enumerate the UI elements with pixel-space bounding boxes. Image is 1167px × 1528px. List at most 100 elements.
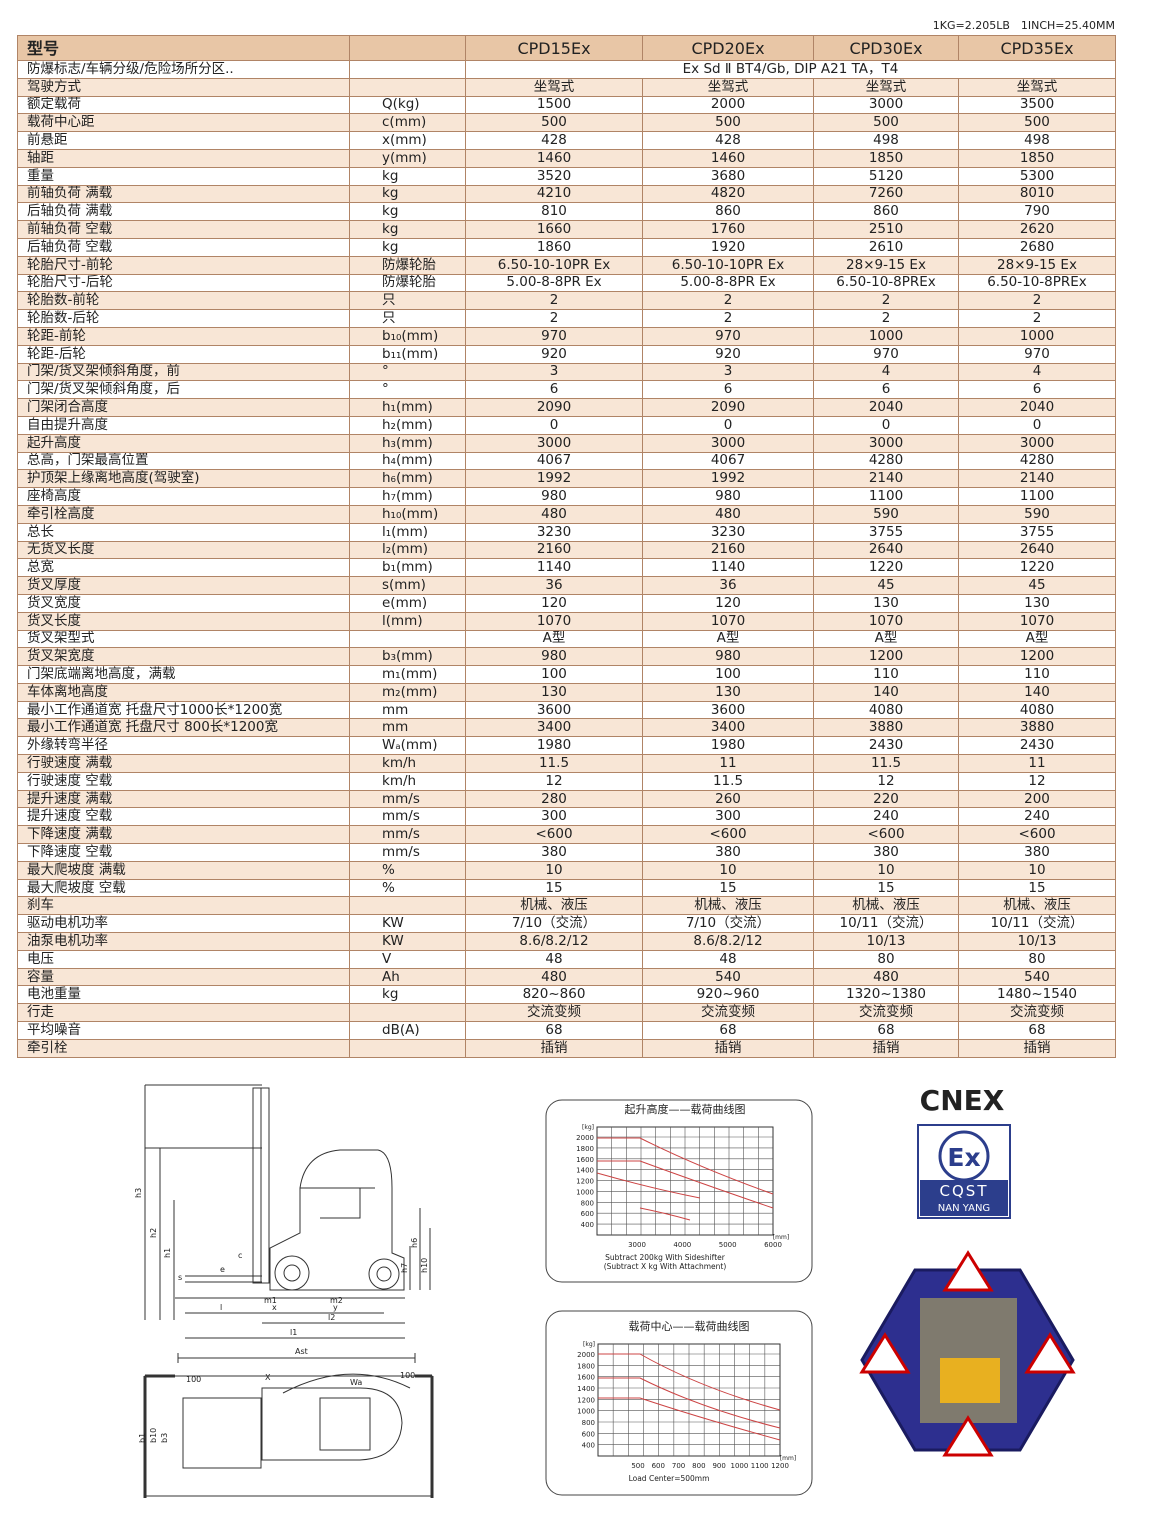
table-row: 后轴负荷 满载 kg 810 860 860 790 (17, 202, 1116, 222)
table-row: 牵引栓高度 h₁₀(mm) 480 480 590 590 (17, 504, 1116, 524)
battery (319, 1397, 371, 1451)
dim-label: h6 (410, 1238, 419, 1248)
table-row: 外缘转弯半径 Wₐ(mm) 1980 1980 2430 2430 (17, 736, 1116, 756)
spec-value: 机械、液压 (642, 896, 814, 916)
x-tick-label: 800 (692, 1462, 705, 1470)
row-label: 起升高度 (17, 433, 350, 453)
spec-value: 130 (642, 682, 814, 702)
spec-value: 15 (958, 878, 1116, 898)
spec-value: 2 (813, 309, 959, 328)
y-tick-label: 1800 (577, 1362, 595, 1370)
spec-value: 2620 (958, 220, 1116, 239)
warning-icon (859, 1332, 911, 1374)
row-label: 最小工作通道宽 托盘尺寸 800长*1200宽 (17, 718, 350, 738)
row-label: 车体离地高度 (17, 682, 350, 702)
spec-value: 860 (813, 202, 959, 222)
spec-value: 590 (813, 504, 959, 524)
spec-value: 3230 (465, 522, 643, 542)
row-label: 载荷中心距 (17, 113, 350, 133)
spec-value: 6 (642, 380, 814, 400)
spec-value: A型 (465, 629, 643, 649)
row-label: 前轴负荷 满载 (17, 184, 350, 204)
x-tick-label: 600 (652, 1462, 665, 1470)
spec-value: 130 (813, 593, 959, 613)
spec-value: 2140 (813, 469, 959, 489)
table-row: 轮胎数-后轮只 2 2 2 2 (17, 309, 1116, 328)
spec-value: 4067 (465, 451, 643, 471)
fork (185, 1275, 262, 1283)
spec-value: 2090 (642, 398, 814, 417)
row-label: 电池重量 (17, 985, 350, 1005)
y-tick-label: 600 (582, 1430, 595, 1438)
spec-value: 1070 (465, 611, 643, 631)
x-tick-label: 1200 (771, 1462, 789, 1470)
row-unit: h₄(mm) (349, 451, 466, 471)
spec-value: 2140 (958, 469, 1116, 489)
spec-value: 机械、液压 (465, 896, 643, 916)
spec-value: 590 (958, 504, 1116, 524)
spec-value: 45 (813, 576, 959, 595)
dim-label: m1 (264, 1296, 277, 1305)
row-label: 最大爬坡度 满载 (17, 860, 350, 880)
row-unit: 只 (349, 309, 466, 328)
table-row: 自由提升高度 h₂(mm) 0 0 0 0 (17, 415, 1116, 435)
spec-value: 2 (465, 309, 643, 328)
table-row: 轮距-后轮 b₁₁(mm) 920 920 970 970 (17, 344, 1116, 364)
model-name: CPD30Ex (813, 35, 959, 61)
unit-note: 1KG=2.205LB 1INCH=25.40MM (932, 19, 1115, 32)
front-wheel (274, 1255, 310, 1291)
table-row: 容量 Ah 480 540 480 540 (17, 967, 1116, 987)
spec-value: 1100 (958, 487, 1116, 506)
row-label: 门架底端离地高度，满载 (17, 665, 350, 684)
truck-body (269, 1149, 405, 1291)
spec-value: 0 (465, 415, 643, 435)
spec-value: 3680 (642, 166, 814, 186)
y-tick-label: 2000 (577, 1351, 595, 1359)
spec-value: <600 (813, 825, 959, 845)
spec-value: 80 (813, 949, 959, 969)
row-label: 轮胎尺寸-后轮 (17, 273, 350, 293)
table-row: 货叉架宽度 b₃(mm) 980 980 1200 1200 (17, 647, 1116, 667)
spec-value: 3 (465, 362, 643, 382)
row-label: 后轴负荷 空载 (17, 237, 350, 257)
wall (143, 1374, 434, 1498)
y-tick-label: 800 (581, 1199, 594, 1207)
table-row: 驾驶方式 坐驾式 坐驾式 坐驾式 坐驾式 (17, 77, 1116, 97)
table-row: 下降速度 满载 mm/s <600 <600 <600 <600 (17, 825, 1116, 845)
spec-value: 500 (958, 113, 1116, 133)
spec-value: 坐驾式 (642, 77, 814, 97)
spec-value: 100 (642, 665, 814, 684)
spec-value: 1480~1540 (958, 985, 1116, 1005)
spec-value: 15 (642, 878, 814, 898)
table-row: 油泵电机功率 KW 8.6/8.2/12 8.6/8.2/12 10/13 10/13 (17, 932, 1116, 951)
x-tick-label: 700 (672, 1462, 685, 1470)
spec-value: 6.50-10-8PREx (813, 273, 959, 293)
dim-label: b1 (138, 1433, 147, 1443)
table-row: 最大爬坡度 空载% 15 15 15 15 (17, 878, 1116, 898)
row-unit: mm/s (349, 789, 466, 809)
spec-value: 200 (958, 789, 1116, 809)
row-label: 提升速度 满载 (17, 789, 350, 809)
spec-value: 1200 (813, 647, 959, 667)
row-unit: KW (349, 932, 466, 951)
center-load-chart: 载荷中心——载荷曲线图 2000 1800 1600 1400 1200 1000 800 60… (577, 1319, 796, 1483)
spec-value: 11.5 (813, 754, 959, 773)
y-tick-label: 2000 (576, 1134, 594, 1142)
spec-value: 交流变频 (642, 1003, 814, 1023)
spec-value: 220 (813, 789, 959, 809)
spec-value: 3600 (465, 700, 643, 720)
drawing-labels: h3 h2 h1 h6 h7 h10 c e s m1 m2 l x y l2 … (134, 1188, 429, 1443)
row-label: 刹车 (17, 896, 350, 916)
table-row: 额定载荷 Q(kg) 1500 2000 3000 3500 (17, 95, 1116, 115)
spec-value: 12 (958, 771, 1116, 791)
spec-value: 1760 (642, 220, 814, 239)
spec-value: 2430 (813, 736, 959, 756)
spec-value: A型 (958, 629, 1116, 649)
row-label: 提升速度 空载 (17, 807, 350, 827)
spec-value: 140 (813, 682, 959, 702)
spec-value: 480 (465, 967, 643, 987)
spec-value: 1660 (465, 220, 643, 239)
spec-value: 500 (813, 113, 959, 133)
table-row: 座椅高度 h₇(mm) 980 980 1100 1100 (17, 487, 1116, 506)
spec-value: 810 (465, 202, 643, 222)
